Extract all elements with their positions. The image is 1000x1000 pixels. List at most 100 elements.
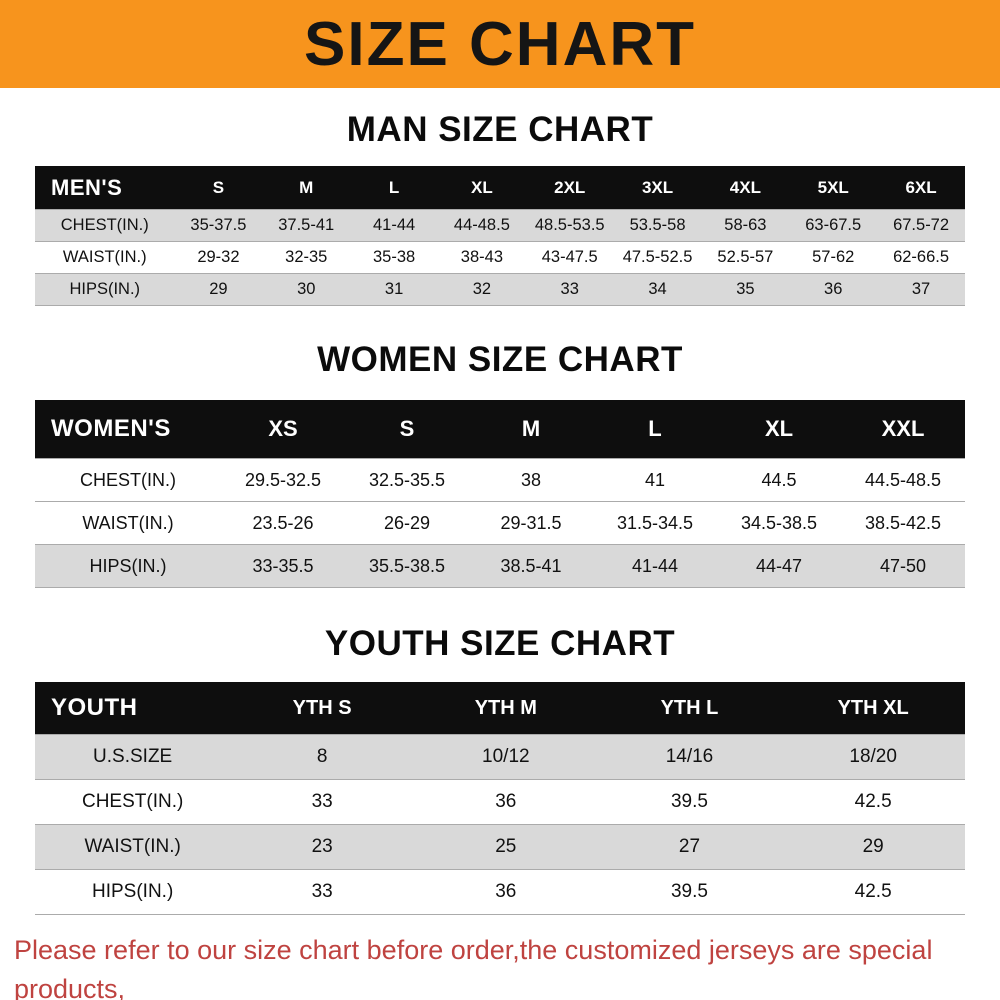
row-label-cell: HIPS(IN.)	[89, 555, 167, 576]
value-cell: 53.5-58	[629, 216, 686, 234]
value-cell: 32.5-35.5	[368, 469, 446, 490]
value-cell: 33	[311, 791, 333, 812]
size-header-cell: 4XL	[701, 166, 790, 210]
row-label-cell: WAIST(IN.)	[84, 836, 181, 857]
value-cell: 44-48.5	[453, 216, 510, 234]
youth-size-section: YOUTH SIZE CHART YOUTH YTH S YTH M YTH L YTH…	[0, 624, 1000, 915]
value-cell: 29-31.5	[500, 512, 562, 533]
youth-size-table: YOUTH YTH S YTH M YTH L YTH XL U.S.SIZE 8 10/12…	[35, 682, 965, 915]
disclaimer: Please refer to our size chart before or…	[14, 931, 988, 1000]
table-title-cell: WOMEN'S	[35, 400, 221, 459]
row-label-cell: CHEST(IN.)	[60, 216, 149, 234]
size-header-cell: XXL	[841, 400, 965, 459]
value-cell: 48.5-53.5	[534, 216, 605, 234]
size-header-cell: S	[174, 166, 263, 210]
header-row: YOUTH YTH S YTH M YTH L YTH XL	[35, 682, 965, 735]
size-header-cell: YTH L	[597, 682, 782, 735]
value-cell: 36	[824, 280, 843, 298]
youth-chart-heading: YOUTH SIZE CHART	[324, 624, 676, 663]
table-row: U.S.SIZE 8 10/12 14/16 18/20	[35, 734, 965, 780]
table-row: HIPS(IN.) 33-35.5 35.5-38.5 38.5-41 41-44 44-…	[35, 544, 965, 588]
value-cell: 38-43	[460, 248, 503, 266]
size-header-cell: YTH XL	[781, 682, 965, 735]
value-cell: 18/20	[849, 746, 897, 767]
value-cell: 34.5-38.5	[740, 512, 818, 533]
value-cell: 36	[495, 881, 517, 902]
value-cell: 35-37.5	[190, 216, 247, 234]
value-cell: 23	[311, 836, 333, 857]
value-cell: 36	[495, 791, 517, 812]
table-row: HIPS(IN.) 33 36 39.5 42.5	[35, 869, 965, 915]
value-cell: 29	[209, 280, 228, 298]
banner: SIZE CHART	[0, 0, 1000, 88]
value-cell: 37	[911, 280, 931, 298]
row-label-cell: WAIST(IN.)	[62, 248, 147, 266]
table-row: CHEST(IN.) 33 36 39.5 42.5	[35, 779, 965, 825]
value-cell: 29.5-32.5	[244, 469, 322, 490]
value-cell: 29	[862, 836, 884, 857]
value-cell: 38	[520, 469, 542, 490]
value-cell: 23.5-26	[252, 512, 314, 533]
size-header-cell: 3XL	[613, 166, 702, 210]
value-cell: 35-38	[372, 248, 416, 266]
disclaimer-line-1: Please refer to our size chart before or…	[14, 935, 933, 1000]
row-label-cell: CHEST(IN.)	[81, 791, 184, 812]
value-cell: 31.5-34.5	[616, 512, 694, 533]
table-row: HIPS(IN.) 29 30 31 32 33 34 35 36 37	[35, 273, 965, 306]
row-label-cell: HIPS(IN.)	[92, 881, 174, 902]
table-title-cell: YOUTH	[35, 682, 231, 735]
value-cell: 25	[495, 836, 517, 857]
value-cell: 57-62	[812, 248, 855, 266]
women-size-table: WOMEN'S XS S M L XL XXL CHEST(IN.) 29.5-32.5 32.5…	[35, 400, 965, 588]
value-cell: 41	[644, 469, 666, 490]
women-chart-heading: WOMEN SIZE CHART	[317, 340, 683, 379]
row-label-cell: U.S.SIZE	[93, 746, 173, 767]
value-cell: 26-29	[383, 512, 431, 533]
value-cell: 27	[678, 836, 701, 857]
value-cell: 58-63	[724, 216, 767, 234]
women-size-section: WOMEN SIZE CHART WOMEN'S XS S M L XL XXL CHEST(…	[0, 340, 1000, 588]
value-cell: 38.5-41	[500, 555, 562, 576]
value-cell: 42.5	[854, 881, 892, 902]
value-cell: 14/16	[665, 746, 714, 767]
table-row: CHEST(IN.) 35-37.5 37.5-41 41-44 44-48.5 48.5…	[35, 209, 965, 242]
value-cell: 33-35.5	[252, 555, 314, 576]
row-label-cell: HIPS(IN.)	[69, 280, 141, 298]
table-row: CHEST(IN.) 29.5-32.5 32.5-35.5 38 41 44.5 44.5…	[35, 458, 965, 502]
value-cell: 8	[316, 746, 328, 767]
value-cell: 34	[648, 280, 667, 298]
size-header-cell: L	[350, 166, 438, 210]
size-header-cell: S	[345, 400, 469, 459]
value-cell: 52.5-57	[717, 248, 774, 266]
value-cell: 30	[297, 280, 316, 298]
size-header-cell: 5XL	[789, 166, 878, 210]
value-cell: 35	[736, 280, 755, 298]
men-size-section: MAN SIZE CHART MEN'S S M L XL 2XL 3XL 4XL 5XL 6XL…	[0, 110, 1000, 306]
size-header-cell: M	[262, 166, 351, 210]
size-header-cell: L	[593, 400, 717, 459]
value-cell: 32	[472, 280, 492, 298]
value-cell: 63-67.5	[805, 216, 862, 234]
size-header-cell: 6XL	[877, 166, 965, 210]
value-cell: 33	[311, 881, 333, 902]
value-cell: 44-47	[755, 555, 803, 576]
size-header-cell: 2XL	[525, 166, 614, 210]
size-header-cell: YTH S	[230, 682, 414, 735]
size-header-cell: XL	[437, 166, 526, 210]
charts-area: MAN SIZE CHART MEN'S S M L XL 2XL 3XL 4XL 5XL 6XL…	[0, 110, 1000, 915]
size-header-cell: YTH M	[413, 682, 598, 735]
size-header-cell: M	[469, 400, 593, 459]
value-cell: 39.5	[670, 791, 708, 812]
value-cell: 44.5	[761, 469, 797, 490]
value-cell: 41-44	[631, 555, 679, 576]
value-cell: 35.5-38.5	[368, 555, 446, 576]
men-size-table: MEN'S S M L XL 2XL 3XL 4XL 5XL 6XL CHEST(IN.) 35-37…	[35, 166, 965, 306]
table-row: WAIST(IN.) 23 25 27 29	[35, 824, 965, 870]
value-cell: 31	[384, 280, 404, 298]
value-cell: 10/12	[482, 746, 530, 767]
table-title-cell: MEN'S	[35, 166, 175, 210]
row-label-cell: WAIST(IN.)	[82, 512, 174, 533]
value-cell: 37.5-41	[278, 216, 335, 234]
value-cell: 33	[560, 280, 579, 298]
value-cell: 47.5-52.5	[622, 248, 693, 266]
